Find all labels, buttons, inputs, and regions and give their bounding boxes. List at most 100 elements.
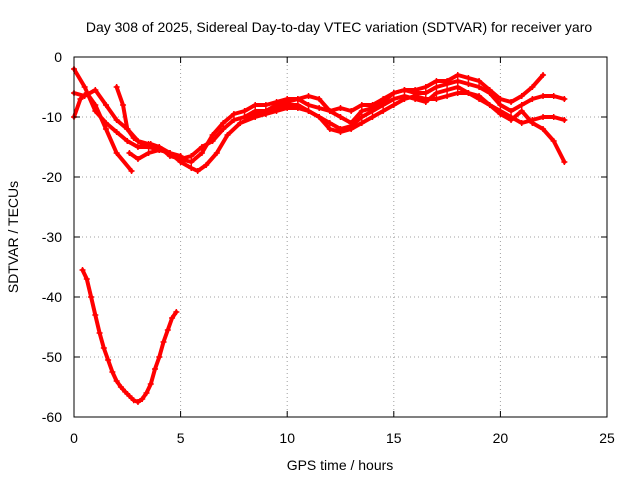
data-point: [220, 126, 227, 132]
ticks: 0 5 10 15 20 25 0 -10 -20 -30 -40 -50 -60: [42, 49, 615, 446]
data-point: [550, 93, 557, 99]
data-point: [134, 156, 141, 162]
data-point: [390, 90, 397, 96]
data-point: [198, 144, 205, 150]
data-point: [540, 114, 547, 120]
data-point: [81, 93, 88, 99]
data-point: [294, 105, 301, 111]
data-point: [497, 108, 504, 114]
x-tick-label: 10: [279, 430, 295, 446]
data-point: [194, 168, 201, 174]
data-point: [326, 126, 333, 132]
data-point: [518, 108, 525, 114]
data-point: [454, 78, 461, 84]
data-point: [188, 159, 195, 165]
data-point: [518, 120, 525, 126]
data-point: [444, 87, 451, 93]
data-point: [433, 78, 440, 84]
data-point: [224, 132, 231, 138]
data-point: [561, 117, 568, 123]
data-point: [143, 390, 150, 396]
data-point: [508, 108, 515, 114]
data-point: [160, 339, 167, 345]
data-point: [476, 84, 483, 90]
data-point: [113, 117, 120, 123]
data-point: [561, 96, 568, 102]
data-point: [380, 99, 387, 105]
data-point: [124, 126, 131, 132]
data-point: [358, 114, 365, 120]
data-point: [237, 120, 244, 126]
data-point: [230, 117, 237, 123]
data-point: [100, 345, 107, 351]
data-point: [422, 90, 429, 96]
series-track-7: [79, 267, 180, 405]
data-point: [390, 102, 397, 108]
data-point: [177, 159, 184, 165]
data-point: [412, 87, 419, 93]
data-point: [380, 108, 387, 114]
data-point: [169, 315, 176, 321]
series-track-2: [71, 90, 135, 174]
y-axis-label: SDTVAR / TECUs: [5, 181, 21, 293]
data-point: [102, 102, 109, 108]
data-point: [96, 330, 103, 336]
data-point: [81, 84, 88, 90]
data-point: [316, 105, 323, 111]
data-point: [139, 141, 146, 147]
data-point: [422, 84, 429, 90]
data-point: [358, 120, 365, 126]
data-point: [529, 96, 536, 102]
data-point: [83, 276, 90, 282]
data-point: [433, 84, 440, 90]
data-point: [113, 378, 120, 384]
data-point: [348, 126, 355, 132]
x-tick-label: 15: [386, 430, 402, 446]
data-point: [348, 120, 355, 126]
data-point: [294, 96, 301, 102]
data-point: [209, 138, 216, 144]
x-axis-label: GPS time / hours: [287, 457, 394, 473]
data-point: [241, 108, 248, 114]
data-point: [433, 96, 440, 102]
data-point: [252, 111, 259, 117]
data-point: [529, 117, 536, 123]
data-point: [213, 150, 220, 156]
data-point: [476, 96, 483, 102]
x-tick-label: 5: [177, 430, 185, 446]
data-point: [454, 84, 461, 90]
data-point: [126, 393, 133, 399]
data-point: [305, 102, 312, 108]
data-point: [126, 150, 133, 156]
data-point: [166, 150, 173, 156]
data-point: [497, 96, 504, 102]
data-point: [203, 162, 210, 168]
data-point: [156, 354, 163, 360]
data-point: [147, 381, 154, 387]
data-point: [316, 114, 323, 120]
data-point: [465, 81, 472, 87]
data-point: [486, 87, 493, 93]
y-tick-label: 0: [54, 49, 62, 65]
data-point: [117, 384, 124, 390]
data-point: [164, 327, 171, 333]
data-point: [113, 129, 120, 135]
y-tick-label: -60: [42, 409, 62, 425]
data-point: [369, 105, 376, 111]
data-point: [120, 102, 127, 108]
data-point: [550, 138, 557, 144]
data-point: [173, 309, 180, 315]
data-point: [497, 102, 504, 108]
data-point: [326, 120, 333, 126]
data-point: [284, 105, 291, 111]
data-point: [348, 108, 355, 114]
data-point: [77, 96, 84, 102]
data-point: [326, 108, 333, 114]
data-point: [113, 84, 120, 90]
y-tick-label: -20: [42, 169, 62, 185]
series-layer: [71, 66, 568, 405]
data-point: [134, 399, 141, 405]
chart-title: Day 308 of 2025, Sidereal Day-to-day VTE…: [86, 19, 592, 35]
data-point: [337, 114, 344, 120]
